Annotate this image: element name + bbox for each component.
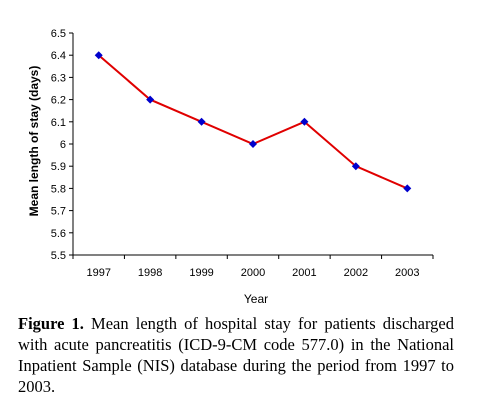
line-chart: 5.5 5.6 5.7 5.8 5.9 6 6.1 6.2 6.3 6.4 6.5 1997 1998…: [27, 28, 434, 306]
x-tick-label: 2003: [395, 267, 419, 279]
y-tick-label: 6.4: [51, 50, 66, 62]
y-tick-label: 5.8: [51, 183, 66, 195]
figure-caption: Figure 1. Mean length of hospital stay f…: [18, 313, 454, 397]
data-point-marker: [351, 162, 360, 171]
x-tick-label: 2001: [292, 267, 316, 279]
x-tick-label: 1998: [138, 267, 162, 279]
series-line: [98, 54, 408, 190]
x-axis-title: Year: [244, 292, 268, 306]
y-axis-title: Mean length of stay (days): [27, 66, 41, 217]
data-point-marker: [403, 184, 412, 193]
caption-text: Mean length of hospital stay for patient…: [18, 314, 454, 396]
y-tick-label: 5.5: [51, 250, 66, 262]
y-tick-label: 5.7: [51, 206, 66, 218]
y-tick-label: 6.5: [51, 28, 66, 40]
figure-label: Figure 1.: [18, 314, 84, 333]
x-axis-ticks: 1997 1998 1999 2000 2001 2002 2003: [72, 255, 434, 279]
y-tick-label: 6.2: [51, 95, 66, 107]
x-tick-label: 2000: [241, 267, 265, 279]
y-tick-label: 6.3: [51, 72, 66, 84]
x-tick-label: 1999: [189, 267, 213, 279]
data-point-marker: [146, 95, 155, 104]
y-tick-label: 6: [60, 139, 66, 151]
y-tick-label: 5.9: [51, 161, 66, 173]
y-tick-label: 5.6: [51, 228, 66, 240]
data-points: [94, 51, 412, 193]
x-tick-label: 2002: [344, 267, 368, 279]
data-point-marker: [300, 117, 309, 126]
y-axis-ticks: 5.5 5.6 5.7 5.8 5.9 6 6.1 6.2 6.3 6.4 6.5: [51, 28, 73, 262]
y-tick-label: 6.1: [51, 117, 66, 129]
data-point-marker: [249, 140, 257, 148]
data-point-marker: [197, 117, 206, 126]
x-tick-label: 1997: [86, 267, 110, 279]
data-point-marker: [94, 51, 103, 60]
